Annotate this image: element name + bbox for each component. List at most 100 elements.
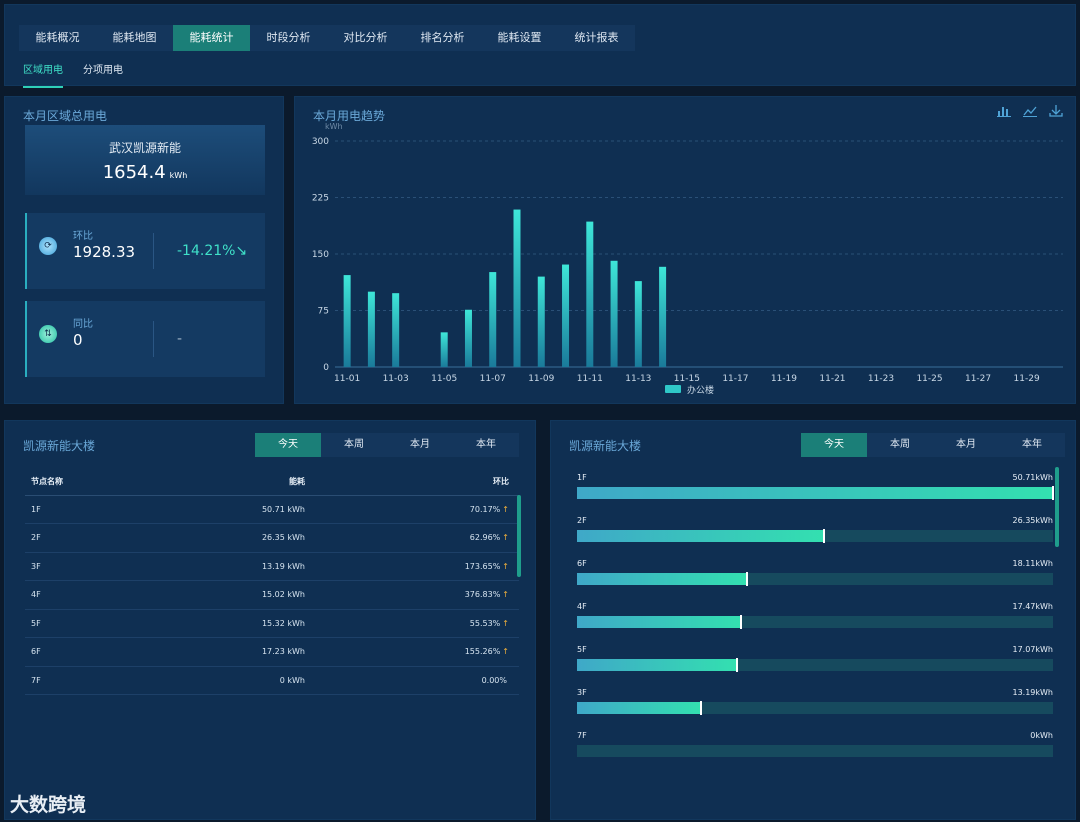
divider xyxy=(153,233,154,269)
ranking-title: 凯源新能大楼 xyxy=(569,439,642,453)
bar-11-09[interactable] xyxy=(537,276,545,367)
cell-ratio: 70.17% ↑ xyxy=(305,495,519,524)
total-number: 1654.4 xyxy=(102,162,166,183)
period-tab-3[interactable]: 本月 xyxy=(410,439,430,450)
legend-label[interactable]: 办公楼 xyxy=(687,384,714,396)
bar-11-01[interactable] xyxy=(343,275,351,367)
up-arrow-icon: ↑ xyxy=(502,618,509,628)
period-tab-2[interactable]: 本周 xyxy=(890,439,910,450)
bar-11-06[interactable] xyxy=(464,309,472,367)
tongbi-value: 0 xyxy=(73,331,83,349)
ranking-value: 26.35kWh xyxy=(1012,516,1053,525)
x-tick-label: 11-11 xyxy=(577,374,603,384)
ranking-scrollbar[interactable] xyxy=(1055,467,1059,547)
progress-fill xyxy=(577,529,826,543)
x-tick-label: 11-03 xyxy=(383,374,409,384)
progress-fill xyxy=(577,572,748,586)
bar-11-11[interactable] xyxy=(586,221,594,367)
ratio-value: 376.83% xyxy=(464,590,501,600)
cell-energy: 0 kWh xyxy=(145,666,305,695)
trend-bar-chart: kWh 0 75 150 225 300 11-01 11-03 11-05 11-07 11-0… xyxy=(312,122,1063,396)
tab-4[interactable]: 时段分析 xyxy=(266,31,311,44)
bar-11-08[interactable] xyxy=(513,209,521,367)
area-name: 武汉凯源新能 xyxy=(108,141,181,155)
bar-11-14[interactable] xyxy=(659,266,667,367)
tab-7[interactable]: 能耗设置 xyxy=(497,31,542,44)
table-row: 3F 13.19 kWh 173.65% ↑ xyxy=(25,552,519,581)
period-tab-1[interactable]: 今天 xyxy=(255,433,321,457)
total-box: 武汉凯源新能 1654.4 kWh xyxy=(25,125,265,195)
cell-ratio: 155.26% ↑ xyxy=(305,637,519,667)
watermark-text: 大数跨境 xyxy=(10,794,87,816)
bar-11-02[interactable] xyxy=(367,291,375,367)
tongbi-card: ⇅ 同比 0 - xyxy=(25,301,265,377)
watermark-logo: 大数跨境 xyxy=(10,790,86,817)
sub-tabs: 区域用电 分项用电 xyxy=(23,61,123,88)
table-scrollbar[interactable] xyxy=(517,495,521,577)
up-arrow-icon: ↑ xyxy=(502,533,509,543)
floor-ranking-panel: 凯源新能大楼 今天 本周 本月 本年 1F 50.71kWh 2F 26.35kWh 6F 18… xyxy=(550,420,1076,820)
tab-8[interactable]: 统计报表 xyxy=(574,31,619,44)
bar-11-12[interactable] xyxy=(610,260,618,367)
x-tick-label: 11-27 xyxy=(965,374,991,384)
ranking-value: 18.11kWh xyxy=(1012,559,1053,568)
x-tick-label: 11-17 xyxy=(722,374,748,384)
ranking-value: 50.71kWh xyxy=(1012,473,1053,482)
cell-ratio: 173.65% ↑ xyxy=(305,552,519,581)
bar-chart-icon[interactable] xyxy=(997,105,1011,120)
ratio-value: 62.96% xyxy=(469,533,501,543)
period-tab-4[interactable]: 本年 xyxy=(476,439,496,450)
progress-track xyxy=(577,701,1053,715)
progress-track xyxy=(577,486,1054,500)
progress-track xyxy=(577,745,1053,757)
cell-ratio: 55.53% ↑ xyxy=(305,609,519,638)
table-header-row: 节点名称 能耗 环比 xyxy=(25,469,519,496)
tab-5[interactable]: 对比分析 xyxy=(343,31,388,44)
legend-swatch xyxy=(665,385,681,393)
ratio-value: 70.17% xyxy=(469,504,501,514)
x-tick-label: 11-21 xyxy=(819,374,845,384)
progress-fill xyxy=(577,658,739,672)
cell-name: 7F xyxy=(25,666,145,695)
download-icon[interactable] xyxy=(1049,105,1063,120)
bar-11-10[interactable] xyxy=(562,264,570,367)
tab-3[interactable]: 能耗统计 xyxy=(173,25,250,51)
main-tabs: 能耗概况 能耗地图 能耗统计 时段分析 对比分析 排名分析 能耗设置 统计报表 xyxy=(19,25,635,51)
trend-title: 本月用电趋势 xyxy=(313,109,386,123)
subtab-1[interactable]: 区域用电 xyxy=(23,61,63,88)
line-chart-icon[interactable] xyxy=(1023,105,1037,120)
ranking-label: 5F xyxy=(577,645,587,654)
bar-11-03[interactable] xyxy=(392,293,400,367)
tab-2[interactable]: 能耗地图 xyxy=(112,31,157,44)
tab-1[interactable]: 能耗概况 xyxy=(35,31,80,44)
ratio-value: 173.65% xyxy=(464,561,501,571)
up-arrow-icon: ↑ xyxy=(502,504,509,514)
period-tab-2[interactable]: 本周 xyxy=(344,439,364,450)
cell-energy: 17.23 kWh xyxy=(145,637,305,667)
tongbi-label: 同比 xyxy=(73,319,93,330)
tongbi-rate: - xyxy=(177,331,183,347)
cell-name: 3F xyxy=(25,552,145,581)
divider xyxy=(153,321,154,357)
x-tick-label: 11-09 xyxy=(528,374,554,384)
cell-name: 4F xyxy=(25,580,145,610)
x-tick-label: 11-19 xyxy=(771,374,797,384)
area-total-panel: 本月区域总用电 武汉凯源新能 1654.4 kWh ⟳ 环比 1928.33 -1… xyxy=(4,96,284,404)
bar-11-13[interactable] xyxy=(634,281,642,367)
col-header-energy: 能耗 xyxy=(145,469,305,496)
x-tick-label: 11-13 xyxy=(625,374,651,384)
up-arrow-icon: ↑ xyxy=(502,561,509,571)
period-tab-4[interactable]: 本年 xyxy=(1022,439,1042,450)
bar-11-07[interactable] xyxy=(489,272,497,367)
period-tab-3[interactable]: 本月 xyxy=(956,439,976,450)
cell-ratio: 62.96% ↑ xyxy=(305,523,519,553)
tab-6[interactable]: 排名分析 xyxy=(420,31,465,44)
progress-fill xyxy=(577,486,1054,500)
table-title: 凯源新能大楼 xyxy=(23,439,96,453)
period-tab-1[interactable]: 今天 xyxy=(801,433,867,457)
bar-11-05[interactable] xyxy=(440,332,448,367)
subtab-2[interactable]: 分项用电 xyxy=(83,65,123,76)
cell-name: 6F xyxy=(25,637,145,667)
cell-energy: 26.35 kWh xyxy=(145,523,305,553)
table-row: 7F 0 kWh 0.00% xyxy=(25,666,519,695)
